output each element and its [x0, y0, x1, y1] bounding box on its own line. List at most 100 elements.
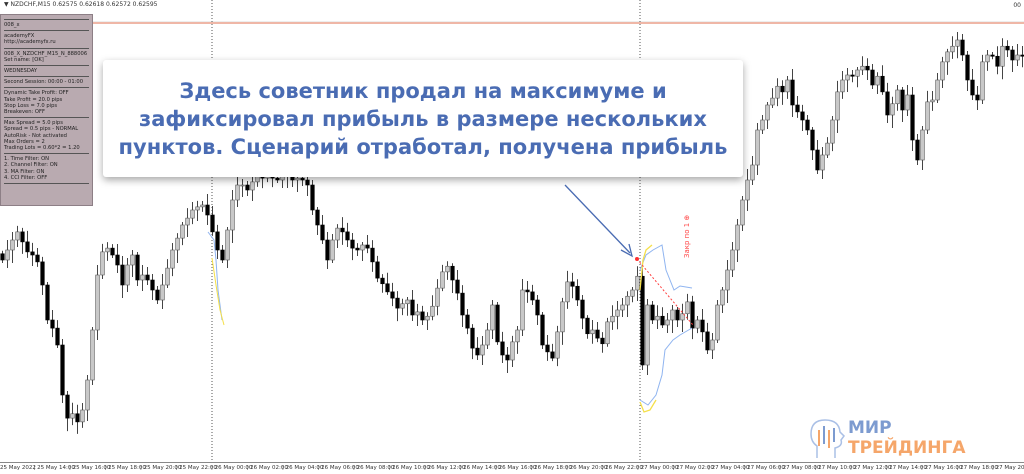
candle-bear: [500, 341, 505, 356]
candle-bear: [210, 214, 215, 233]
candle-bull: [180, 224, 185, 239]
panel-line: Set name: [OK]: [4, 56, 44, 63]
panel-line: Trading Lots = 0.60*2 = 1.20: [4, 145, 80, 152]
panel-line: Take Profit = 20.0 pips: [4, 96, 63, 103]
candle-bull: [125, 264, 130, 286]
head-chart-icon: [810, 419, 845, 458]
candle-bear: [300, 177, 305, 181]
candle-bear: [455, 279, 460, 294]
candle-bear: [145, 274, 150, 281]
candle-bear: [850, 74, 855, 77]
candle-bull: [720, 289, 725, 306]
candle-bear: [600, 337, 605, 345]
candle-bear: [805, 119, 810, 131]
top-right-label: 00: [1013, 2, 1021, 9]
indicator-line-blue: [207, 231, 223, 321]
candle-bull: [875, 75, 880, 86]
candle-bull: [490, 304, 495, 331]
panel-line: 2. Channel Filter: ON: [4, 162, 58, 169]
x-tick-label: 25 May 2022: [0, 465, 36, 471]
candle-bear: [475, 347, 480, 356]
candle-bull: [435, 287, 440, 307]
candle-bull: [945, 51, 950, 63]
candle-bear: [1010, 49, 1015, 61]
panel-line: 008_X_NZDCHF_M15_N_888006: [4, 50, 88, 57]
candle-bull: [630, 289, 635, 297]
candle-bear: [20, 231, 25, 243]
x-tick-label: ¦ 27 May 16:00: [921, 465, 963, 471]
candle-bear: [220, 249, 225, 261]
candle-bear: [205, 204, 210, 216]
panel-line: http://academyfx.ru: [4, 39, 56, 46]
candle-bull: [95, 274, 100, 331]
x-tick-label: ¦ 27 May 04:00: [708, 465, 750, 471]
candle-bear: [650, 304, 655, 321]
candle-bear: [990, 54, 995, 57]
price-chart[interactable]: [0, 0, 1024, 462]
candle-bull: [515, 329, 520, 343]
candle-bull: [930, 99, 935, 103]
trade-line: [636, 258, 694, 326]
panel-line: Max Spread = 5.0 pips: [4, 120, 63, 127]
candle-bull: [950, 45, 955, 53]
indicator-upper-yellow: [639, 244, 653, 291]
candle-bull: [605, 321, 610, 345]
candle-bear: [25, 241, 30, 253]
candle-bear: [115, 254, 120, 266]
candle-bear: [495, 304, 500, 343]
candle-bear: [675, 309, 680, 321]
candle-bull: [70, 413, 75, 419]
candle-bull: [760, 119, 765, 131]
candle-bear: [795, 104, 800, 113]
candle-bull: [750, 164, 755, 181]
candle-bear: [320, 224, 325, 241]
candle-bear: [340, 227, 345, 233]
candle-bull: [905, 94, 910, 111]
x-tick-label: ¦ 26 May 06:00: [317, 465, 359, 471]
candle-bull: [560, 301, 565, 333]
candle-bear: [640, 275, 645, 366]
x-tick-label: ¦ 27 May 10:00: [814, 465, 856, 471]
panel-line: 008_x: [4, 22, 20, 28]
x-tick-label: ¦ 26 May 18:00: [530, 465, 572, 471]
candle-bull: [925, 101, 930, 131]
candle-bull: [190, 209, 195, 219]
candle-bull: [90, 329, 95, 381]
x-tick-label: ¦ 25 May 14:00: [33, 465, 75, 471]
candle-bull: [830, 119, 835, 144]
candle-bull: [765, 104, 770, 121]
candle-bull: [440, 271, 445, 289]
candle-bear: [305, 179, 310, 186]
candle-bull: [740, 199, 745, 226]
candle-bull: [845, 74, 850, 81]
candle-bear: [525, 289, 530, 293]
x-tick-label: ¦ 25 May 22:00: [175, 465, 217, 471]
candle-bull: [755, 129, 760, 166]
x-tick-label: ¦ 27 May 12:00: [850, 465, 892, 471]
candle-bear: [1020, 54, 1024, 57]
candle-bear: [595, 329, 600, 339]
candle-bull: [140, 274, 145, 281]
candle-bear: [135, 254, 140, 281]
panel-line: 1. Time Filter: ON: [4, 156, 50, 163]
candle-bull: [980, 61, 985, 101]
candle-bear: [790, 79, 795, 106]
candle-bull: [430, 305, 435, 317]
candle-bull: [1000, 45, 1005, 67]
x-tick-label: ¦ 27 May 18:00: [956, 465, 998, 471]
trade-open-marker[interactable]: [635, 257, 639, 261]
candle-bull: [820, 154, 825, 171]
x-tick-label: ¦ 25 May 18:00: [104, 465, 146, 471]
candle-bull: [680, 313, 685, 321]
candle-bull: [195, 206, 200, 211]
candle-bear: [275, 177, 280, 181]
candle-bull: [480, 344, 485, 356]
candle-bull: [170, 249, 175, 269]
x-tick-label: ¦ 27 May 20:00: [992, 465, 1024, 471]
candle-bull: [175, 237, 180, 251]
candle-bull: [890, 103, 895, 116]
x-tick-label: ¦ 27 May 00:00: [637, 465, 679, 471]
candle-bear: [880, 75, 885, 93]
x-tick-label: ¦ 26 May 00:00: [211, 465, 253, 471]
candle-bear: [75, 413, 80, 423]
